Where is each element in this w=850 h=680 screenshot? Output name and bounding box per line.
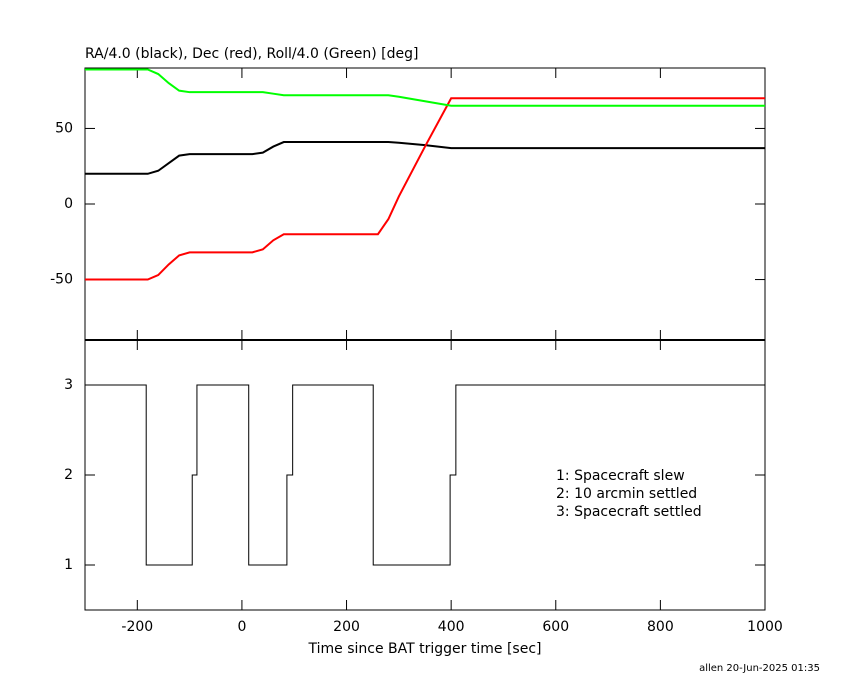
legend-annotation: 3: Spacecraft settled [556, 504, 702, 520]
x-axis-label: Time since BAT trigger time [sec] [308, 641, 542, 657]
state-step [85, 384, 765, 566]
footer: allen 20-Jun-2025 01:35 [699, 663, 820, 674]
x-tick-label: 1000 [747, 619, 783, 635]
x-tick-label: 600 [542, 619, 569, 635]
y-tick-label: 1 [64, 557, 73, 573]
x-tick-label: 400 [438, 619, 465, 635]
series-line [85, 141, 765, 175]
y-tick-label: 0 [64, 196, 73, 212]
y-tick-label: 2 [64, 467, 73, 483]
x-tick-label: 200 [333, 619, 360, 635]
chart-title: RA/4.0 (black), Dec (red), Roll/4.0 (Gre… [85, 46, 418, 62]
series-line [85, 68, 765, 107]
x-tick-label: 800 [647, 619, 674, 635]
y-tick-label: 50 [55, 120, 73, 136]
series-line [85, 97, 765, 281]
x-tick-label: -200 [121, 619, 153, 635]
legend-annotation: 2: 10 arcmin settled [556, 486, 697, 502]
legend-annotation: 1: Spacecraft slew [556, 468, 685, 484]
x-tick-label: 0 [237, 619, 246, 635]
y-tick-label: 3 [64, 377, 73, 393]
y-tick-label: -50 [50, 272, 73, 288]
